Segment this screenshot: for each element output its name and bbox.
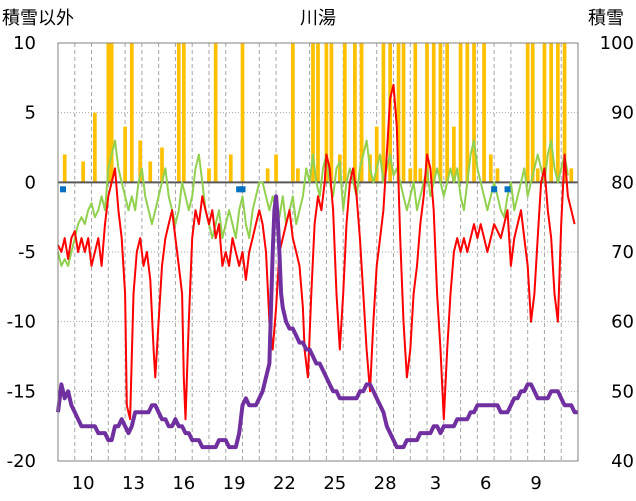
precip-bar: [106, 43, 111, 183]
precip-bar: [109, 43, 114, 183]
x-tick-labels: 10 13 16 19 22 25 28 3 6 9: [72, 473, 542, 494]
precip-bar: [445, 43, 450, 183]
series-lines: [56, 83, 578, 450]
max-temp-line: [57, 139, 569, 267]
precip-bar: [425, 43, 429, 183]
marker: [239, 186, 246, 193]
right-tick-label: 50: [611, 381, 634, 402]
precip-bar: [290, 43, 295, 183]
marker: [504, 186, 511, 193]
precip-bar: [316, 43, 320, 183]
x-tick-label: 6: [480, 473, 491, 494]
right-tick-label: 100: [600, 33, 634, 54]
precip-bar: [324, 43, 329, 183]
precip-bar: [452, 126, 456, 183]
precip-bar: [569, 168, 574, 183]
precip-bar: [438, 43, 443, 183]
precip-bar: [296, 168, 300, 183]
marker: [491, 186, 498, 193]
snow-line: [56, 194, 578, 450]
precip-bar: [525, 43, 530, 183]
marker: [236, 186, 243, 193]
precip-bar: [181, 43, 186, 183]
right-tick-label: 40: [611, 451, 634, 472]
x-tick-label: 9: [530, 473, 541, 494]
precip-bar: [160, 147, 164, 183]
precip-bar: [542, 43, 547, 183]
left-tick-label: 0: [25, 172, 36, 193]
precip-bar: [458, 43, 463, 183]
precip-bar: [535, 168, 540, 183]
precip-bar: [488, 154, 493, 183]
precip-bar: [381, 43, 386, 183]
min-temp-line: [57, 83, 576, 421]
precip-bar: [359, 43, 364, 183]
x-tick-label: 22: [273, 473, 296, 494]
precip-bar: [401, 43, 406, 183]
marker: [60, 186, 67, 193]
precip-bar: [495, 168, 500, 183]
left-axis-title: 積雪以外: [2, 8, 74, 29]
precip-bar: [549, 43, 554, 183]
precip-bar: [129, 43, 134, 183]
precip-bar: [482, 43, 486, 183]
right-tick-label: 60: [611, 312, 634, 333]
markers: [60, 186, 511, 193]
left-tick-label: -20: [7, 451, 36, 472]
precip-bar: [413, 43, 418, 183]
precip-bar: [374, 126, 379, 183]
left-tick-label: -5: [18, 242, 36, 263]
left-tick-labels: -20 -15 -10 -5 0 5 10: [7, 33, 36, 472]
x-tick-label: 3: [430, 473, 441, 494]
precip-bar: [353, 43, 357, 183]
precip-bar: [123, 126, 127, 183]
precip-bar: [176, 43, 181, 183]
precip-bar: [207, 168, 211, 183]
right-axis-title: 積雪: [588, 8, 624, 29]
x-tick-label: 28: [374, 473, 397, 494]
right-tick-label: 70: [611, 242, 634, 263]
precip-bar: [148, 161, 153, 183]
precip-bar: [62, 154, 67, 183]
chart-title: 川湯: [300, 8, 336, 29]
x-tick-label: 19: [223, 473, 246, 494]
precip-bar: [472, 43, 476, 183]
left-tick-label: 10: [13, 33, 36, 54]
left-tick-label: -10: [7, 312, 36, 333]
right-tick-labels: 40 50 60 70 80 90 100: [600, 33, 634, 472]
precip-bar: [138, 140, 143, 183]
precip-bar: [228, 154, 233, 183]
precip-bar: [465, 43, 470, 183]
precip-bar: [265, 168, 270, 183]
precip-bar: [556, 43, 560, 183]
x-tick-label: 25: [323, 473, 346, 494]
x-tick-label: 10: [72, 473, 95, 494]
right-tick-label: 90: [611, 103, 634, 124]
x-tick-label: 16: [172, 473, 195, 494]
left-tick-label: -15: [7, 381, 36, 402]
precip-bar: [81, 161, 86, 183]
right-tick-label: 80: [611, 172, 634, 193]
precip-bar: [213, 43, 218, 183]
left-tick-label: 5: [25, 103, 36, 124]
precip-bar: [431, 43, 436, 183]
precip-bar: [342, 43, 347, 183]
precip-bar: [418, 168, 423, 183]
precip-bar: [274, 154, 278, 183]
precip-bar: [396, 43, 401, 183]
precip-bar: [329, 43, 334, 183]
x-tick-label: 13: [122, 473, 145, 494]
precip-bar: [408, 168, 413, 183]
plot-frame: [57, 42, 579, 462]
precip-bar: [93, 112, 97, 183]
precip-bar: [530, 43, 535, 183]
precip-bar: [562, 43, 567, 183]
precip-bar: [240, 43, 245, 183]
precip-bar: [311, 43, 315, 183]
